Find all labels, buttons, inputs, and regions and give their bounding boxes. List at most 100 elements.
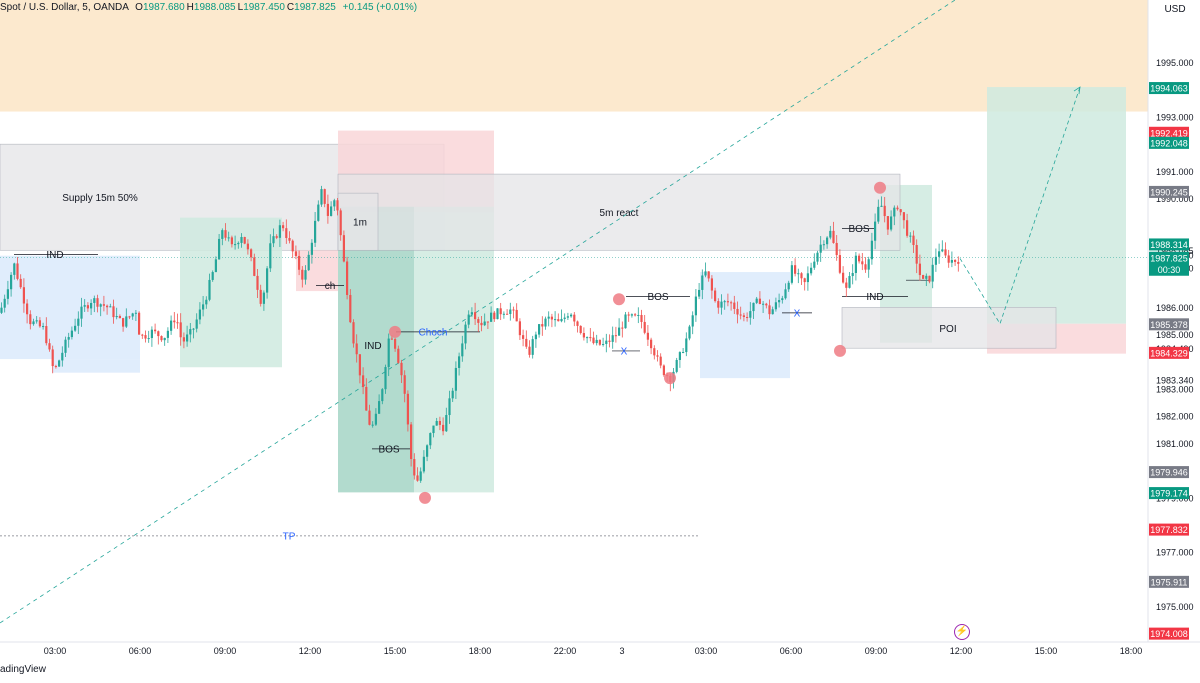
brand-watermark[interactable]: adingView <box>0 664 46 675</box>
candle-body <box>406 393 409 425</box>
annotation-ind: IND <box>46 250 63 261</box>
symbol-description[interactable]: Spot / U.S. Dollar, 5, OANDA <box>0 2 129 13</box>
candle-body <box>195 319 198 329</box>
candle-body <box>512 309 515 311</box>
candle-body <box>243 237 246 244</box>
candle-body <box>365 386 368 411</box>
candle-body <box>682 352 685 354</box>
candle-body <box>179 322 182 338</box>
candle-body <box>502 313 505 315</box>
candle-body <box>611 335 614 342</box>
candle-body <box>499 308 502 315</box>
candle-body <box>758 298 761 304</box>
candle-body <box>902 212 905 221</box>
candle-body <box>659 356 662 366</box>
candle-body <box>624 314 627 329</box>
lightning-icon[interactable]: ⚡ <box>954 624 970 640</box>
projection-arrow <box>1073 86 1081 95</box>
time-tick: 06:00 <box>129 646 152 656</box>
candle-body <box>125 316 128 327</box>
candle-body <box>470 312 473 315</box>
candle-body <box>141 334 144 336</box>
candle-body <box>48 343 51 350</box>
candle-body <box>304 270 307 280</box>
candle-body <box>486 321 489 323</box>
candle-body <box>691 315 694 327</box>
candle-body <box>931 264 934 282</box>
price-tag-bg <box>1149 523 1189 536</box>
candle-body <box>886 216 889 230</box>
candle-body <box>387 338 390 368</box>
candle-body <box>890 216 893 230</box>
candle-body <box>198 309 201 320</box>
candle-body <box>800 273 803 279</box>
candle-body <box>397 348 400 363</box>
price-tick: 1981.000 <box>1156 439 1194 449</box>
candle-body <box>646 332 649 340</box>
candle-body <box>86 305 89 309</box>
candle-body <box>394 339 397 349</box>
candle-body <box>381 389 384 402</box>
candle-body <box>534 334 537 340</box>
candle-body <box>358 354 361 376</box>
candle-body <box>730 302 733 304</box>
candle-body <box>762 303 765 305</box>
candle-body <box>106 305 109 308</box>
candle-body <box>742 315 745 317</box>
candle-body <box>144 335 147 339</box>
candle-body <box>947 255 950 263</box>
candle-body <box>749 311 752 318</box>
price-tag-label: 1984.329 <box>1150 348 1188 358</box>
candle-body <box>781 298 784 301</box>
candle-body <box>922 275 925 279</box>
candle-body <box>771 309 774 315</box>
candle-body <box>429 433 432 446</box>
candle-body <box>595 339 598 344</box>
candle-body <box>835 242 838 256</box>
candle-body <box>589 337 592 339</box>
candle-body <box>214 259 217 273</box>
candle-body <box>554 319 557 321</box>
candle-body <box>118 316 121 319</box>
candle-body <box>253 257 256 276</box>
candle-body <box>35 320 38 322</box>
candle-body <box>858 255 861 262</box>
candle-body <box>842 272 845 283</box>
candle-body <box>259 289 262 304</box>
candle-body <box>93 298 96 303</box>
candle-body <box>266 268 269 293</box>
candle-body <box>707 271 710 279</box>
candle-body <box>490 312 493 322</box>
time-tick: 12:00 <box>299 646 322 656</box>
candle-body <box>909 235 912 237</box>
candle-body <box>928 275 931 282</box>
price-tick: 1983.340 <box>1156 375 1194 385</box>
currency-label[interactable]: USD <box>1164 4 1186 15</box>
candle-body <box>58 360 61 367</box>
candle-body <box>726 301 729 303</box>
time-tick: 12:00 <box>950 646 973 656</box>
candle-body <box>630 314 633 316</box>
candle-body <box>173 320 176 323</box>
candle-body <box>202 304 205 310</box>
candle-body <box>186 334 189 342</box>
candle-body <box>326 203 329 216</box>
candle-body <box>419 471 422 481</box>
annotation-bos: BOS <box>378 444 399 455</box>
candle-body <box>208 279 211 300</box>
candle-body <box>240 237 243 243</box>
candle-body <box>621 327 624 329</box>
trend-line <box>0 0 956 624</box>
candle-body <box>736 308 739 315</box>
time-tick: 09:00 <box>865 646 888 656</box>
zone-demand-mid <box>700 272 790 379</box>
candle-body <box>918 263 921 276</box>
price-tick: 1982.000 <box>1156 412 1194 422</box>
zone-supply-top <box>0 0 1148 112</box>
candle-body <box>384 367 387 390</box>
price-tag-label: 1990.245 <box>1150 187 1188 197</box>
candle-body <box>320 189 323 205</box>
candle-body <box>134 312 137 314</box>
candle-body <box>899 209 902 213</box>
